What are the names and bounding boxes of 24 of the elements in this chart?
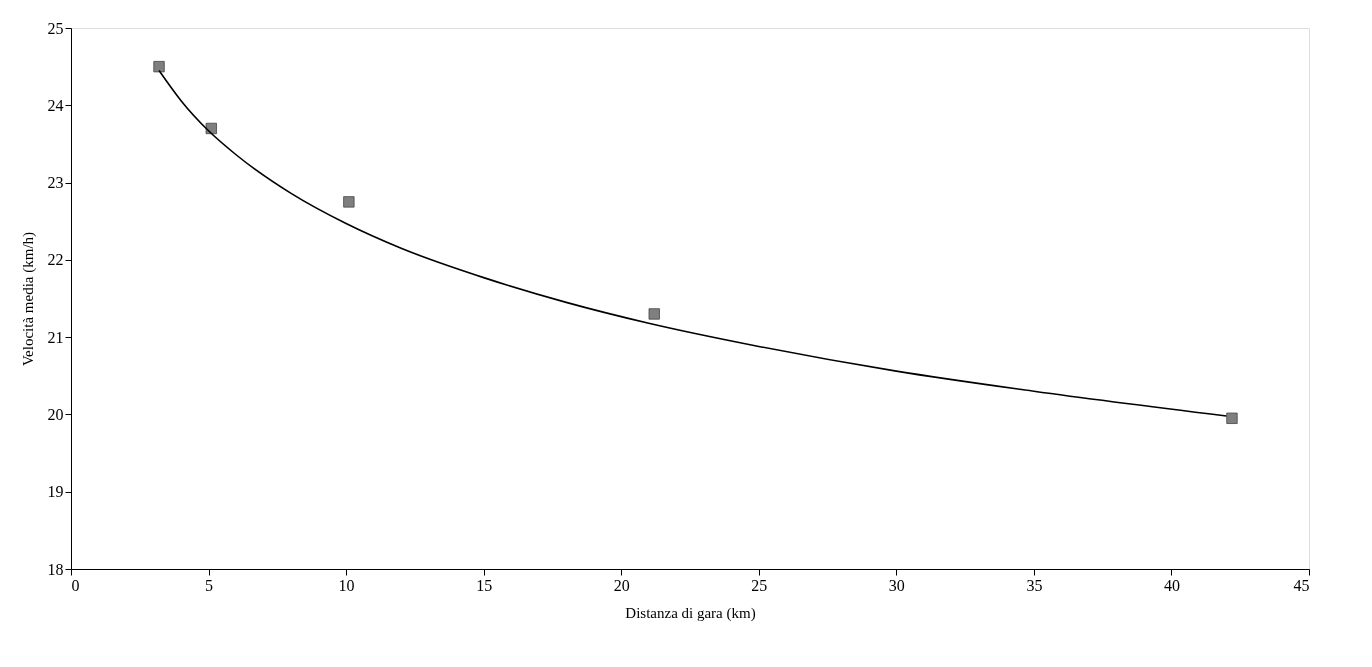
x-tick-label: 15 <box>476 576 493 594</box>
x-tick-label: 40 <box>1163 576 1180 594</box>
x-tick-label: 25 <box>751 576 768 594</box>
x-tick-label: 10 <box>338 576 355 594</box>
x-tick-label: 5 <box>205 576 214 594</box>
y-tick-label: 25 <box>47 19 64 37</box>
y-tick-label: 22 <box>47 251 64 269</box>
y-tick-label: 23 <box>47 174 64 192</box>
x-tick-label: 20 <box>613 576 630 594</box>
y-tick-label: 21 <box>47 328 64 346</box>
x-tick-label: 35 <box>1026 576 1043 594</box>
point <box>153 61 165 73</box>
point <box>1226 412 1238 424</box>
y-tick-label: 24 <box>47 96 64 114</box>
x-tick-label: 0 <box>71 576 80 594</box>
point <box>648 308 660 320</box>
y-tick-label: 20 <box>47 405 64 423</box>
point <box>343 196 355 208</box>
x-tick-label: 45 <box>1293 576 1310 594</box>
y-tick-label: 18 <box>47 560 64 578</box>
y-tick-label: 19 <box>47 483 64 501</box>
x-tick-label: 30 <box>888 576 905 594</box>
x-axis-title: Distanza di gara (km) <box>625 604 756 622</box>
y-axis-title: Velocità media (km/h) <box>19 231 37 367</box>
